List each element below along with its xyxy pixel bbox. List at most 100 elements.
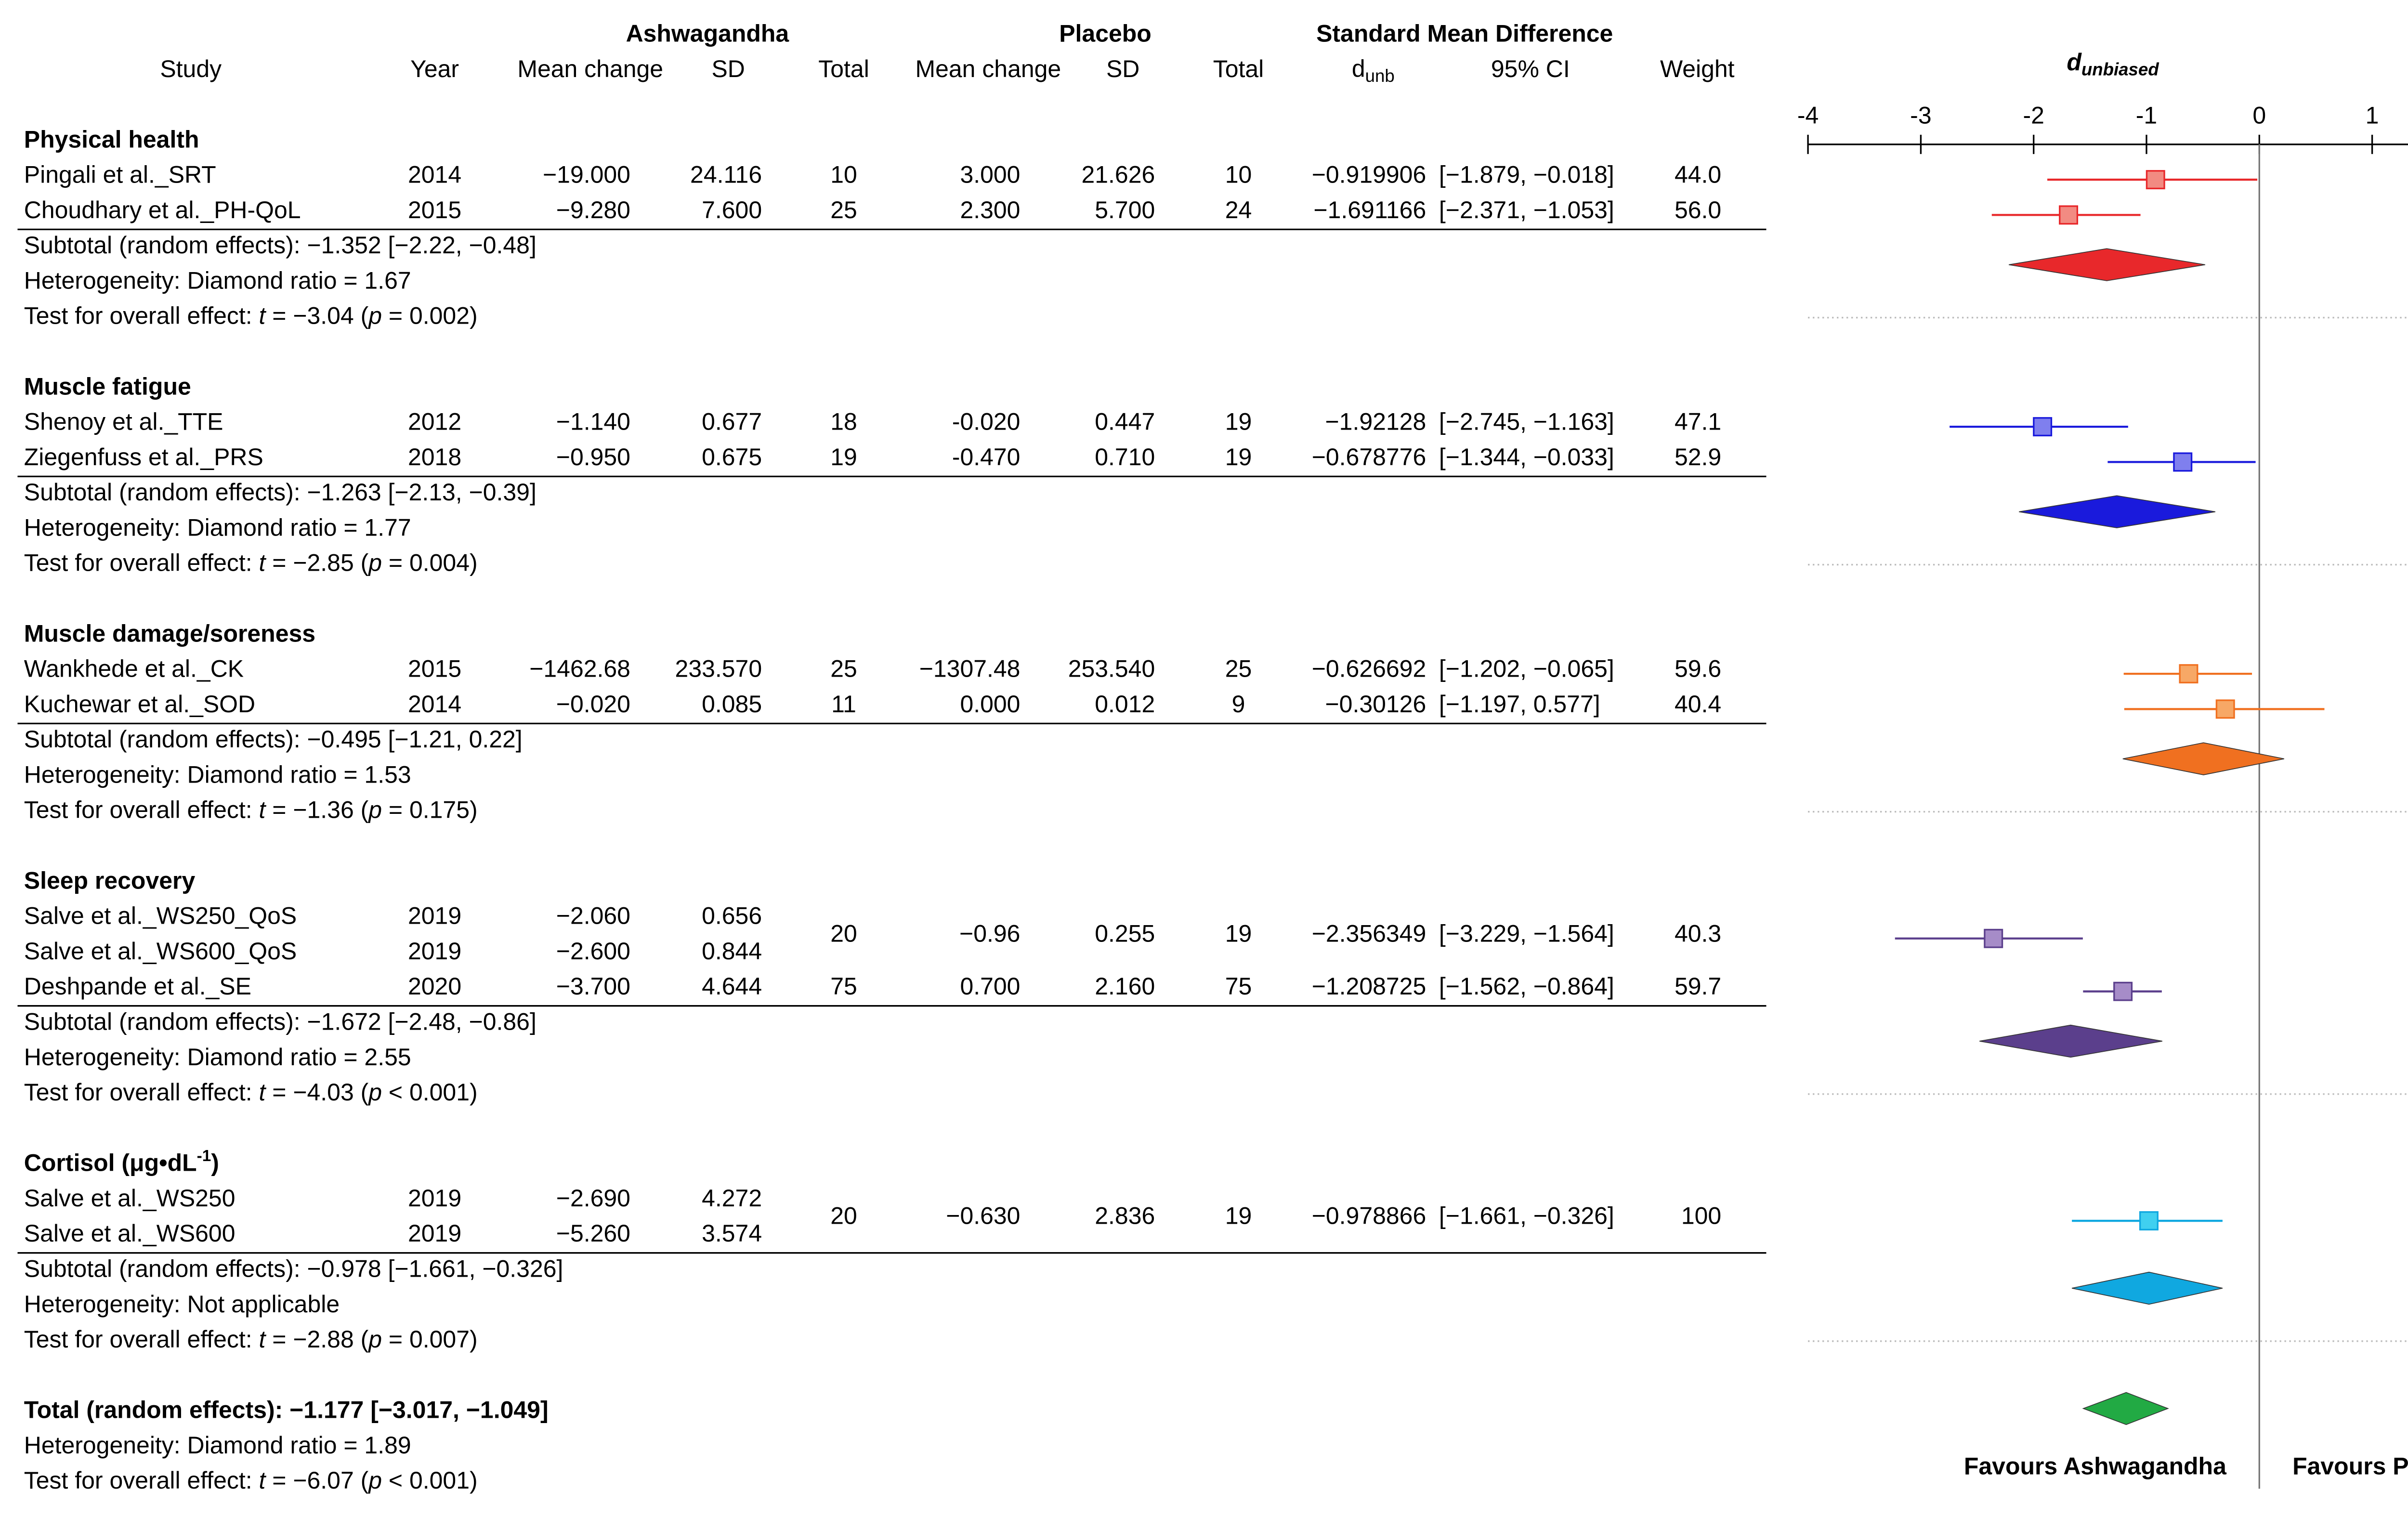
cell: 75	[1225, 973, 1252, 1000]
effect-square	[2033, 417, 2053, 437]
overall-test-part: t	[259, 1326, 267, 1353]
x-tick-label: -4	[1797, 102, 1819, 129]
overall-test-part: p	[367, 797, 382, 823]
group-title-part: Cortisol (μg•dL	[24, 1150, 197, 1176]
cell: 19	[1225, 408, 1252, 435]
cell: 2.160	[1095, 973, 1155, 1000]
cell: 59.7	[1675, 973, 1721, 1000]
column-header: 95% CI	[1491, 55, 1570, 82]
heterogeneity: Heterogeneity: Diamond ratio = 1.67	[24, 267, 411, 294]
cell: 7.600	[702, 196, 762, 223]
year: 2019	[408, 1185, 461, 1212]
diamond	[2122, 742, 2284, 775]
cell: −1462.68	[529, 655, 630, 682]
overall-test-part: < 0.001)	[382, 1467, 478, 1494]
cell: 0.085	[702, 691, 762, 718]
overall-test-part: = 0.175)	[382, 797, 478, 823]
overall-test-part: = 0.007)	[382, 1326, 478, 1353]
group-title: Cortisol (μg•dL-1)	[24, 1147, 219, 1176]
cell: −9.280	[556, 196, 630, 223]
overall-test-part: t	[259, 302, 267, 329]
heterogeneity: Heterogeneity: Diamond ratio = 2.55	[24, 1044, 411, 1071]
overall-test-part: = −6.07 (	[265, 1467, 368, 1494]
overall-test-part: p	[367, 302, 382, 329]
cell: 3.000	[960, 161, 1020, 188]
subtotal: Subtotal (random effects): −1.352 [−2.22…	[24, 232, 537, 259]
cell: 56.0	[1675, 196, 1721, 223]
group-header: Placebo	[1059, 20, 1152, 47]
overall-test-part: t	[259, 549, 267, 576]
cell: −0.678776	[1312, 444, 1426, 470]
cell: 0.710	[1095, 444, 1155, 470]
overall-test-part: p	[367, 549, 382, 576]
cell: 0.255	[1095, 920, 1155, 947]
cell: −2.356349	[1312, 920, 1426, 947]
cell: −0.978866	[1312, 1202, 1426, 1229]
cell: 52.9	[1675, 444, 1721, 470]
cell: [−1.562, −0.864]	[1439, 973, 1614, 1000]
x-tick-label: -2	[2023, 102, 2044, 129]
overall-test-part: Test for overall effect:	[24, 549, 259, 576]
favours-label: Favours Ashwagandha	[1964, 1452, 2227, 1479]
overall-test-part: t	[259, 797, 267, 823]
cell: 59.6	[1675, 655, 1721, 682]
heterogeneity: Heterogeneity: Diamond ratio = 1.53	[24, 761, 411, 788]
column-header: SD	[1106, 55, 1139, 82]
group-title-part: -1	[197, 1147, 211, 1165]
cell: 24.116	[690, 161, 762, 188]
diamond	[2009, 248, 2205, 281]
overall-test-part: = 0.004)	[382, 549, 478, 576]
group-title: Sleep recovery	[24, 867, 196, 894]
overall-test-part: t	[259, 1467, 267, 1494]
favours-label: Favours Placebo	[2292, 1452, 2408, 1479]
overall-test-part: < 0.001)	[382, 1079, 478, 1106]
effect-square	[2179, 664, 2199, 684]
year: 2015	[408, 655, 461, 682]
study-name: Salve et al._WS250	[24, 1185, 236, 1212]
cell: 20	[830, 1202, 857, 1229]
cell: 10	[830, 161, 857, 188]
cell: 0.656	[702, 902, 762, 929]
effect-square	[1984, 928, 2003, 948]
overall-test-part: Test for overall effect:	[24, 1326, 259, 1353]
overall-test-part: Test for overall effect:	[24, 302, 259, 329]
group-title-part: )	[211, 1150, 219, 1176]
cell: 19	[1225, 920, 1252, 947]
cell: 44.0	[1675, 161, 1721, 188]
cell: 100	[1681, 1202, 1721, 1229]
cell: 233.570	[675, 655, 762, 682]
cell: 2.300	[960, 196, 1020, 223]
column-header: Weight	[1660, 55, 1735, 82]
column-header: SD	[711, 55, 745, 82]
cell: -0.020	[952, 408, 1021, 435]
cell: 19	[830, 444, 857, 470]
column-header: Total	[818, 55, 869, 82]
cell: −2.060	[556, 902, 630, 929]
year: 2018	[408, 444, 461, 470]
overall-test: Test for overall effect: t = −3.04 (p = …	[24, 302, 478, 329]
study-name: Deshpande et al._SE	[24, 973, 251, 1000]
diamond	[2019, 495, 2216, 528]
column-header: Year	[410, 55, 459, 82]
cell: [−1.344, −0.033]	[1439, 444, 1614, 470]
cell: [−1.202, −0.065]	[1439, 655, 1614, 682]
cell: 21.626	[1081, 161, 1155, 188]
effect-square	[2215, 699, 2235, 719]
overall-test-part: Test for overall effect:	[24, 1467, 259, 1494]
cell: [−1.879, −0.018]	[1439, 161, 1614, 188]
cell: −2.600	[556, 938, 630, 965]
overall-test-part: p	[367, 1079, 382, 1106]
cell: 9	[1232, 691, 1245, 718]
group-title: Muscle fatigue	[24, 373, 191, 400]
subtotal: Subtotal (random effects): −0.495 [−1.21…	[24, 726, 523, 753]
study-name: Salve et al._WS600	[24, 1220, 236, 1247]
x-tick-label: -3	[1910, 102, 1931, 129]
overall-test-part: p	[367, 1467, 382, 1494]
cell: 0.677	[702, 408, 762, 435]
cell: 75	[830, 973, 857, 1000]
group-title: Muscle damage/soreness	[24, 620, 315, 647]
overall-test-part: = −4.03 (	[265, 1079, 368, 1106]
cell: −19.000	[543, 161, 630, 188]
overall-test: Test for overall effect: t = −2.85 (p = …	[24, 549, 478, 576]
